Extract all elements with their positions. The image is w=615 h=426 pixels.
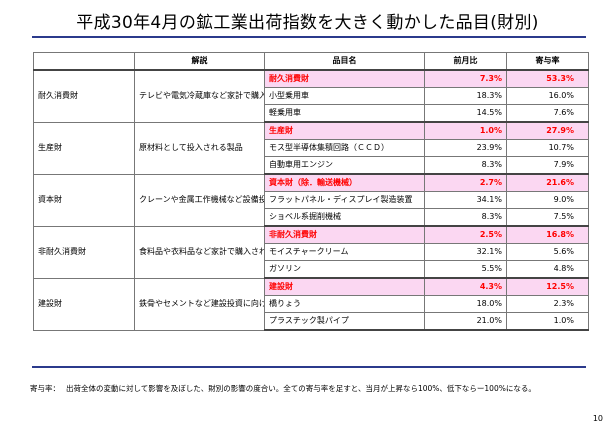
- item-mom: 23.9%: [424, 139, 507, 157]
- item-contrib: 21.6%: [506, 173, 589, 192]
- item-contrib: 53.3%: [506, 69, 589, 88]
- table-row: 自動車用エンジン 8.3% 7.9%: [34, 156, 589, 175]
- category-description: クレーンや金属工作機械など設備投資に向けられる製品: [134, 173, 265, 227]
- table-row: フラットパネル・ディスプレイ製造装置 34.1% 9.0%: [34, 191, 589, 209]
- table-row-total: 生産財 原材料として投入される製品 生産財 1.0% 27.9%: [33, 121, 589, 175]
- item-name: 小型乗用車: [264, 87, 425, 105]
- item-name: プラスチック製パイプ: [264, 312, 425, 331]
- item-name: 生産財: [264, 121, 425, 140]
- item-contrib: 16.0%: [506, 87, 589, 105]
- item-name: 橋りょう: [264, 295, 425, 313]
- page-number: 10: [592, 414, 603, 423]
- item-name: 耐久消費財: [264, 69, 425, 88]
- category-description: 鉄骨やセメントなど建設投資に向けられる製品: [134, 277, 265, 331]
- table-row-total: 耐久消費財テレビや電気冷蔵庫など家計で購入される製品耐久消費財7.3%53.3%: [33, 69, 589, 123]
- item-name: 資本財（除．輸送機械）: [264, 173, 425, 192]
- header-item: 品目名: [264, 52, 425, 71]
- category-description: 食料品や衣料品など家計で購入される製品: [134, 225, 265, 279]
- bottom-rule: [32, 366, 586, 368]
- item-name: フラットパネル・ディスプレイ製造装置: [264, 191, 425, 209]
- item-contrib: 7.9%: [506, 156, 589, 175]
- item-contrib: 27.9%: [506, 121, 589, 140]
- table-row: モス型半導体集積回路（ＣＣＤ） 23.9% 10.7%: [34, 139, 589, 157]
- footnote: 寄与率： 出荷全体の変動に対して影響を及ぼした、財別の影響の度合い。全ての寄与率を…: [30, 383, 590, 394]
- table-row: プラスチック製パイプ 21.0% 1.0%: [34, 312, 589, 331]
- item-contrib: 7.6%: [506, 104, 589, 123]
- item-mom: 32.1%: [424, 243, 507, 261]
- item-contrib: 16.8%: [506, 225, 589, 244]
- header-row: 解説 品目名 前月比 寄与率: [33, 52, 589, 71]
- item-name: 建設財: [264, 277, 425, 296]
- items-table: 解説 品目名 前月比 寄与率 耐久消費財テレビや電気冷蔵庫など家計で購入される製…: [33, 52, 589, 331]
- category-description: テレビや電気冷蔵庫など家計で購入される製品: [134, 69, 265, 123]
- item-mom: 18.0%: [424, 295, 507, 313]
- table-row: 小型乗用車 18.3% 16.0%: [34, 87, 589, 105]
- category-description: 原材料として投入される製品: [134, 121, 265, 175]
- item-contrib: 7.5%: [506, 208, 589, 227]
- table-row: ショベル系掘削機械 8.3% 7.5%: [34, 208, 589, 227]
- item-contrib: 5.6%: [506, 243, 589, 261]
- category-label: 生産財: [33, 121, 135, 175]
- item-mom: 34.1%: [424, 191, 507, 209]
- item-mom: 4.3%: [424, 277, 507, 296]
- category-label: 非耐久消費財: [33, 225, 135, 279]
- page-title: 平成30年4月の鉱工業出荷指数を大きく動かした品目(財別): [76, 13, 539, 33]
- table-row: 橋りょう 18.0% 2.3%: [34, 295, 589, 313]
- item-name: ガソリン: [264, 260, 425, 279]
- item-mom: 8.3%: [424, 156, 507, 175]
- item-contrib: 1.0%: [506, 312, 589, 331]
- header-blank: [33, 52, 135, 71]
- item-mom: 8.3%: [424, 208, 507, 227]
- item-mom: 18.3%: [424, 87, 507, 105]
- item-mom: 5.5%: [424, 260, 507, 279]
- table-row-total: 建設財鉄骨やセメントなど建設投資に向けられる製品建設財4.3%12.5%: [33, 277, 589, 331]
- table-row-total: 資本財クレーンや金属工作機械など設備投資に向けられる製品資本財（除．輸送機械）2…: [33, 173, 589, 227]
- header-mom: 前月比: [424, 52, 507, 71]
- item-contrib: 2.3%: [506, 295, 589, 313]
- header-desc: 解説: [134, 52, 265, 71]
- item-mom: 14.5%: [424, 104, 507, 123]
- item-name: モイスチャークリーム: [264, 243, 425, 261]
- table-row: モイスチャークリーム 32.1% 5.6%: [34, 243, 589, 261]
- item-mom: 1.0%: [424, 121, 507, 140]
- item-contrib: 10.7%: [506, 139, 589, 157]
- item-contrib: 12.5%: [506, 277, 589, 296]
- footnote-label: 寄与率：: [30, 384, 60, 393]
- item-mom: 21.0%: [424, 312, 507, 331]
- category-label: 建設財: [33, 277, 135, 331]
- item-name: 自動車用エンジン: [264, 156, 425, 175]
- item-mom: 2.5%: [424, 225, 507, 244]
- item-name: 軽乗用車: [264, 104, 425, 123]
- item-contrib: 4.8%: [506, 260, 589, 279]
- table-row-total: 非耐久消費財食料品や衣料品など家計で購入される製品非耐久消費財2.5%16.8%: [33, 225, 589, 279]
- footnote-text: 出荷全体の変動に対して影響を及ぼした、財別の影響の度合い。全ての寄与率を足すと、…: [66, 384, 536, 393]
- table-row: ガソリン 5.5% 4.8%: [34, 260, 589, 279]
- item-name: ショベル系掘削機械: [264, 208, 425, 227]
- item-contrib: 9.0%: [506, 191, 589, 209]
- category-label: 耐久消費財: [33, 69, 135, 123]
- item-name: 非耐久消費財: [264, 225, 425, 244]
- item-name: モス型半導体集積回路（ＣＣＤ）: [264, 139, 425, 157]
- header-contrib: 寄与率: [506, 52, 589, 71]
- category-label: 資本財: [33, 173, 135, 227]
- top-rule: [32, 36, 586, 38]
- item-mom: 2.7%: [424, 173, 507, 192]
- item-mom: 7.3%: [424, 69, 507, 88]
